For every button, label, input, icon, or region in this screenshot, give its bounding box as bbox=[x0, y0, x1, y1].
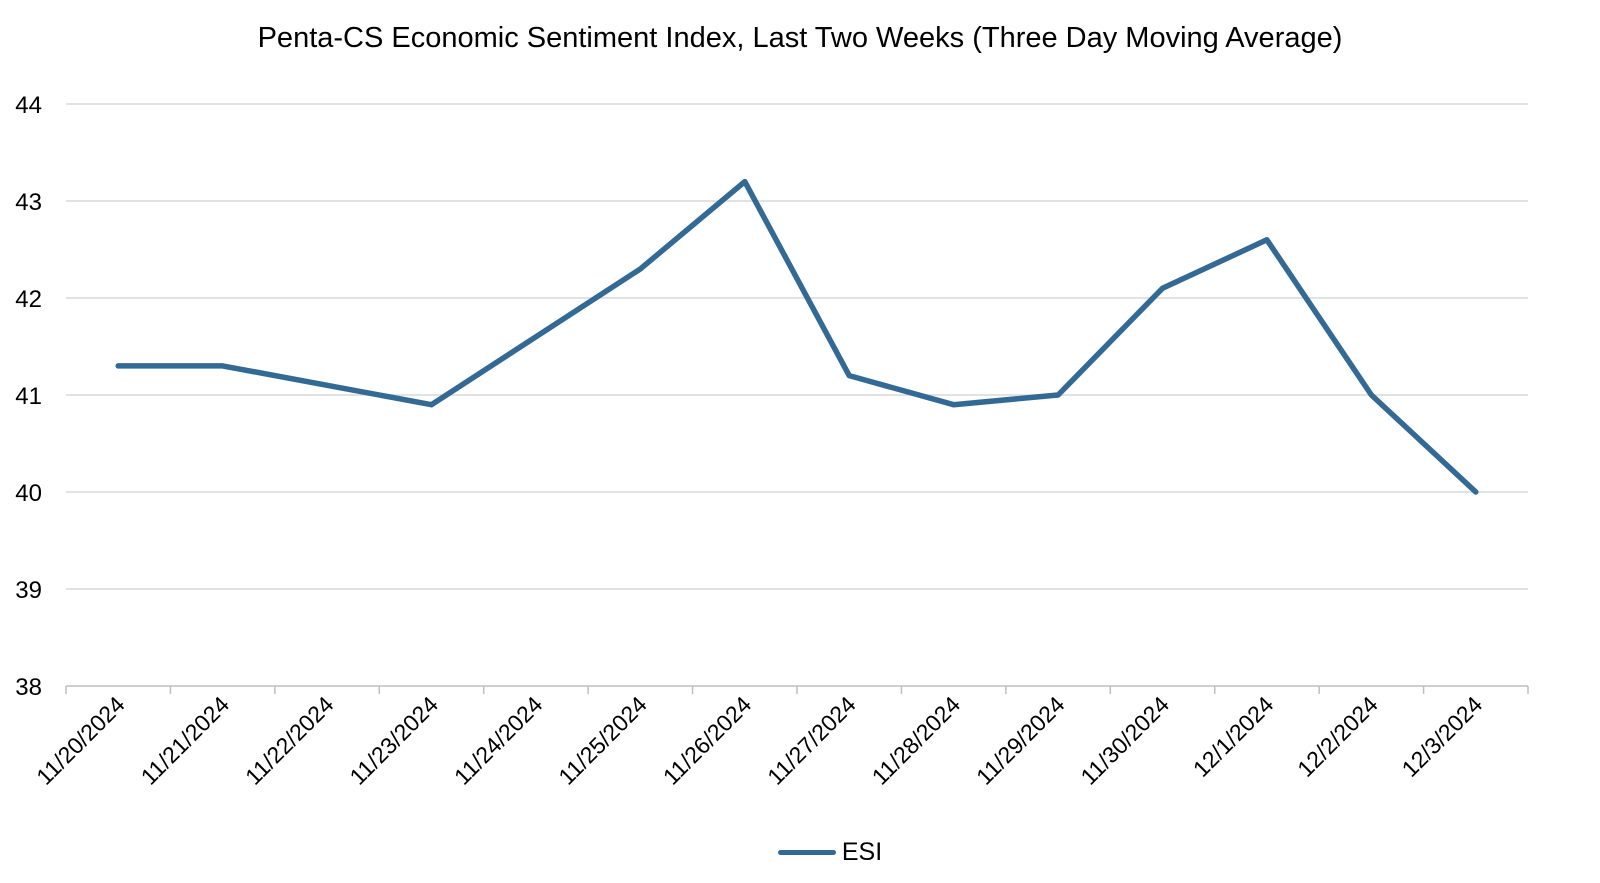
x-tick-label: 11/23/2024 bbox=[344, 691, 443, 790]
legend-swatch-esi bbox=[777, 850, 836, 855]
data-point bbox=[220, 363, 226, 369]
x-tick-label: 11/25/2024 bbox=[553, 691, 652, 790]
data-point bbox=[846, 373, 852, 379]
x-tick-label: 12/3/2024 bbox=[1397, 691, 1488, 782]
data-point bbox=[1368, 392, 1374, 398]
y-tick-label-44: 44 bbox=[15, 92, 42, 119]
x-tick-label: 11/26/2024 bbox=[658, 691, 757, 790]
x-tick-label: 11/24/2024 bbox=[449, 691, 548, 790]
data-point bbox=[533, 334, 539, 340]
x-tick-label: 11/29/2024 bbox=[971, 691, 1070, 790]
chart-title: Penta-CS Economic Sentiment Index, Last … bbox=[257, 22, 1343, 54]
x-tick-label: 11/27/2024 bbox=[762, 691, 861, 790]
x-tick-label: 11/22/2024 bbox=[240, 691, 339, 790]
x-tick-label: 11/20/2024 bbox=[31, 691, 130, 790]
y-tick-label-38: 38 bbox=[15, 674, 42, 701]
x-tick-label: 12/1/2024 bbox=[1188, 691, 1279, 782]
data-point bbox=[637, 266, 643, 272]
data-point bbox=[115, 363, 121, 369]
y-tick-label-42: 42 bbox=[15, 286, 42, 313]
y-tick-label-41: 41 bbox=[15, 383, 42, 410]
x-tick-label: 11/21/2024 bbox=[136, 691, 235, 790]
x-tick-label: 12/2/2024 bbox=[1292, 691, 1383, 782]
legend-label-esi: ESI bbox=[841, 838, 883, 866]
data-point bbox=[324, 382, 330, 388]
data-point bbox=[1160, 285, 1165, 291]
data-point bbox=[1055, 392, 1061, 398]
y-tick-label-39: 39 bbox=[15, 577, 42, 604]
data-point bbox=[951, 402, 957, 408]
data-point bbox=[742, 179, 748, 185]
data-point bbox=[1264, 237, 1270, 243]
y-tick-label-43: 43 bbox=[15, 189, 42, 216]
gridlines bbox=[66, 103, 1528, 687]
series-layer bbox=[115, 178, 1479, 495]
y-tick-label-40: 40 bbox=[15, 480, 42, 507]
data-point bbox=[429, 402, 434, 408]
y-axis: 38 39 40 41 42 43 44 bbox=[15, 92, 42, 701]
x-tick-label: 11/30/2024 bbox=[1075, 691, 1174, 790]
series-line-esi bbox=[115, 178, 1479, 495]
data-point bbox=[1473, 489, 1479, 495]
x-tick-label: 11/28/2024 bbox=[867, 691, 966, 790]
legend: ESI bbox=[0, 838, 1600, 867]
x-axis: 11/20/2024 11/21/2024 11/22/2024 11/23/2024… bbox=[31, 686, 1529, 790]
